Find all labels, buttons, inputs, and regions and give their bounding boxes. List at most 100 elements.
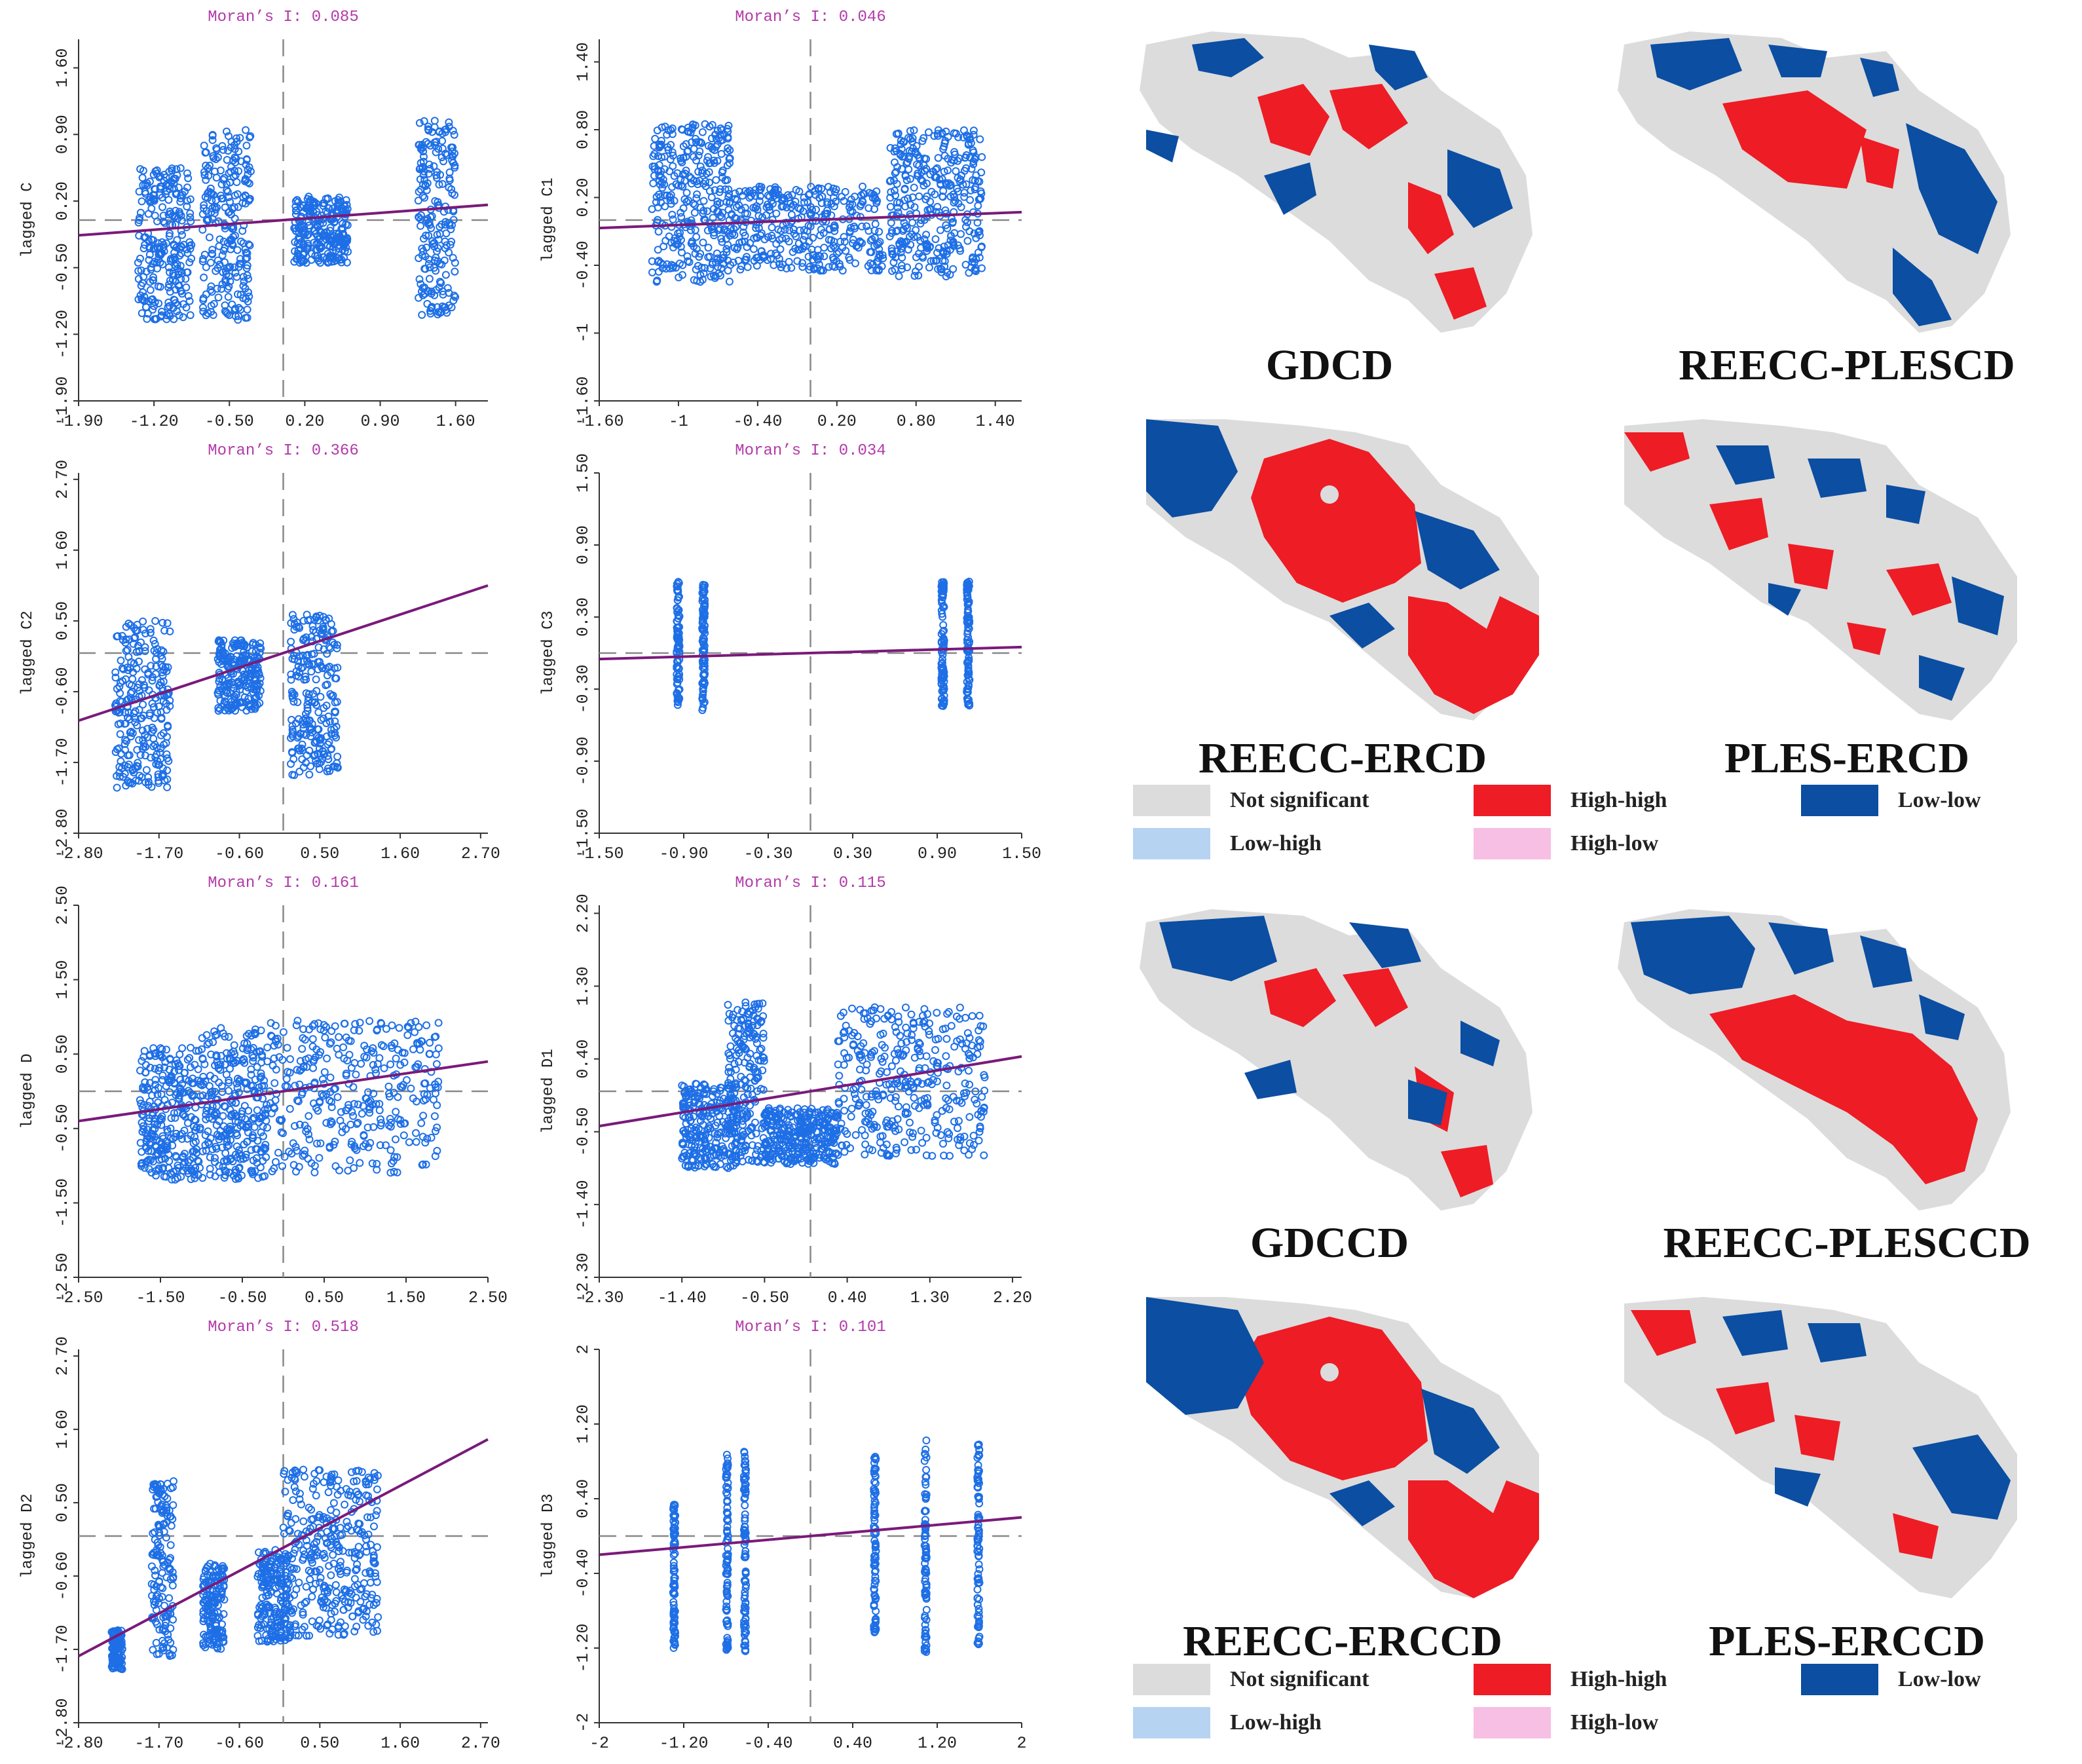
- y-tick-label: 1.60: [53, 531, 72, 570]
- data-point: [669, 212, 675, 218]
- y-tick-label: 0.20: [574, 178, 593, 217]
- data-point: [350, 1084, 356, 1091]
- data-point: [327, 1074, 334, 1081]
- data-point: [430, 1097, 437, 1103]
- y-tick-label: -2.50: [53, 1252, 72, 1302]
- data-point: [306, 772, 312, 778]
- data-point: [393, 1055, 400, 1062]
- data-point: [709, 194, 715, 200]
- x-tick-label: -1.40: [658, 1288, 707, 1307]
- data-point: [187, 312, 194, 318]
- data-point: [961, 194, 967, 200]
- x-tick-label: -0.50: [217, 1288, 267, 1307]
- data-point: [418, 1120, 424, 1127]
- data-point: [451, 269, 458, 275]
- data-point: [406, 1139, 413, 1146]
- data-points: [649, 121, 986, 286]
- data-point: [196, 1165, 203, 1171]
- scatterplot-5: Moran’s I: 0.161 -2.50 -1.50 -0.50 0.50 1.50 2…: [19, 874, 508, 1307]
- x-tick-label: 2.50: [468, 1288, 508, 1307]
- data-point: [136, 707, 143, 713]
- data-point: [649, 269, 656, 276]
- data-point: [688, 227, 694, 234]
- x-tick-label: 1.40: [976, 412, 1015, 431]
- data-point: [335, 1034, 342, 1040]
- x-tick-label: -1.70: [134, 844, 183, 863]
- x-tick-label: 0.20: [817, 412, 857, 431]
- data-point: [842, 238, 848, 245]
- data-point: [344, 1167, 351, 1174]
- data-point: [244, 142, 250, 149]
- data-points: [679, 999, 988, 1171]
- data-point: [337, 1117, 344, 1124]
- data-point: [447, 226, 454, 233]
- data-point: [445, 250, 452, 256]
- y-tick-label: -1.50: [53, 1178, 72, 1228]
- data-point: [376, 1055, 382, 1061]
- data-point: [684, 189, 690, 196]
- data-point: [272, 1097, 279, 1104]
- x-tick-label: 0.30: [833, 844, 872, 863]
- data-point: [155, 1099, 161, 1106]
- data-point: [166, 197, 172, 203]
- data-point: [118, 657, 124, 664]
- data-point: [859, 183, 866, 190]
- data-point: [324, 1055, 330, 1062]
- y-tick-label: 1.50: [574, 453, 593, 493]
- data-point: [723, 1163, 730, 1170]
- data-point: [210, 1039, 216, 1045]
- data-point: [417, 223, 424, 229]
- y-tick-label: 1.50: [53, 960, 72, 1000]
- y-axis-label: lagged C2: [19, 610, 37, 696]
- y-tick-label: 2.50: [53, 886, 72, 925]
- chart-title: Moran’s I: 0.161: [208, 874, 358, 892]
- data-point: [214, 174, 220, 181]
- data-point: [313, 676, 320, 683]
- data-point: [317, 694, 324, 700]
- x-tick-label: 0.50: [305, 1288, 344, 1307]
- data-point: [912, 227, 919, 233]
- data-point: [166, 1089, 173, 1095]
- data-point: [381, 1065, 388, 1072]
- data-point: [887, 145, 894, 151]
- data-point: [201, 142, 208, 149]
- data-point: [937, 227, 944, 233]
- data-point: [876, 229, 882, 235]
- x-tick-label: -0.90: [659, 844, 708, 863]
- data-point: [432, 1113, 438, 1119]
- data-point: [388, 1123, 394, 1130]
- y-tick-label: 2.70: [53, 460, 72, 499]
- y-tick-label: -1.50: [574, 808, 593, 857]
- x-tick-label: -1: [669, 412, 688, 431]
- data-point: [334, 1045, 341, 1052]
- data-point: [232, 216, 238, 222]
- data-point: [963, 223, 969, 230]
- data-point: [328, 1028, 335, 1034]
- y-tick-label: 0.80: [574, 110, 593, 149]
- data-point: [200, 274, 207, 281]
- data-point: [359, 1110, 365, 1117]
- x-tick-label: 1.50: [1002, 844, 1041, 863]
- data-point: [152, 618, 158, 624]
- x-tick-label: 0.40: [828, 1288, 867, 1307]
- data-point: [138, 1149, 145, 1155]
- y-tick-label: -2.80: [53, 808, 72, 857]
- data-point: [288, 717, 295, 723]
- data-point: [925, 129, 932, 136]
- x-tick-label: 2.20: [993, 1288, 1032, 1307]
- data-point: [935, 155, 942, 161]
- data-point: [700, 239, 707, 246]
- data-point: [114, 785, 121, 791]
- y-tick-label: 1.40: [574, 42, 593, 81]
- data-point: [293, 1022, 300, 1028]
- data-points: [112, 611, 341, 791]
- y-tick-label: -2.30: [574, 1252, 593, 1302]
- data-point: [206, 234, 213, 240]
- data-point: [957, 231, 964, 237]
- y-tick-label: -1: [574, 323, 593, 343]
- x-tick-label: 0.20: [285, 412, 324, 431]
- y-tick-label: 1.30: [574, 966, 593, 1005]
- chart-title: Moran’s I: 0.085: [208, 9, 358, 26]
- data-point: [887, 204, 894, 210]
- data-point: [242, 127, 249, 134]
